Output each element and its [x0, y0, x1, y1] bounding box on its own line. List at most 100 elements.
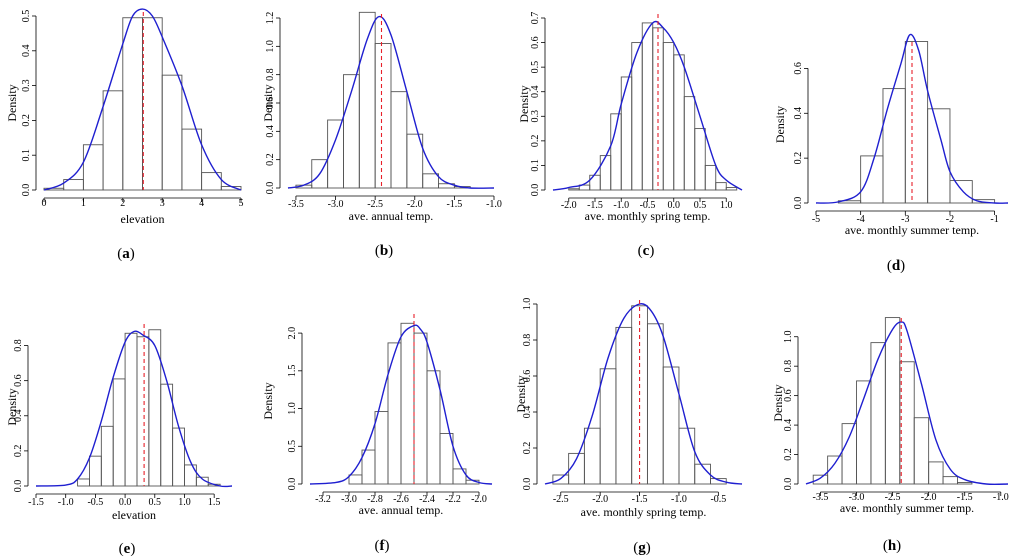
y-tick-label: 0.6 [522, 370, 533, 383]
density-curve [805, 321, 1009, 486]
y-tick-label: 0.8 [13, 339, 24, 352]
x-axis-label: ave. monthly summer temp. [845, 223, 979, 237]
y-axis-label: Density [517, 85, 531, 122]
histogram-bar [122, 17, 143, 191]
x-axis-label: ave. monthly spring temp. [581, 505, 707, 519]
x-tick-label: -3.0 [849, 492, 865, 503]
y-tick-label: 0.2 [530, 135, 541, 148]
density-curve [35, 330, 233, 488]
histogram-bar [181, 128, 203, 191]
panel-caption: (c) [638, 243, 655, 259]
histogram-bar [678, 427, 696, 485]
histogram-bar [949, 180, 973, 204]
x-tick-label: -0.5 [87, 497, 103, 508]
panel-caption: (g) [633, 540, 651, 556]
x-tick-label: -2.0 [921, 492, 937, 503]
histogram-bar [184, 464, 197, 487]
x-tick-label: -1.0 [58, 497, 74, 508]
x-tick-label: -2.0 [407, 199, 423, 210]
x-tick-label: -2.2 [445, 494, 461, 505]
histogram-bar [136, 336, 150, 487]
y-axis-label: Density [261, 382, 275, 419]
histogram-bar [161, 74, 183, 191]
histogram-bar [971, 199, 996, 204]
panel-c: -2.0 -1.5 -1.0 -0.5 0.0 0.5 1.0 0.0 0.1 0.2 0.3 0.4… [517, 12, 743, 259]
histogram-bar [599, 155, 612, 191]
histogram-bar [400, 322, 415, 485]
histogram-bar [615, 326, 633, 485]
histogram-bar [148, 329, 162, 487]
histogram-bar [390, 91, 408, 189]
histogram-bar [694, 128, 706, 191]
x-tick-label: 1.5 [208, 497, 221, 508]
y-tick-label: 0.2 [783, 448, 794, 461]
x-tick-label: -1.0 [671, 494, 687, 505]
x-tick-label: 4 [199, 198, 204, 209]
y-tick-label: 0.5 [530, 61, 541, 74]
y-tick-label: 0.0 [21, 184, 32, 197]
histogram-bar [100, 425, 114, 487]
y-tick-label: 0.6 [265, 97, 276, 110]
histogram-bar [715, 182, 727, 191]
histogram-bar [452, 468, 467, 485]
y-tick-label: 0.5 [287, 440, 298, 453]
y-tick-label: 0.4 [793, 107, 804, 120]
histogram-bar [160, 383, 174, 487]
histogram-bar [568, 188, 580, 191]
x-tick-label: -3 [901, 214, 909, 225]
panel-caption: (d) [887, 258, 905, 274]
panel-caption: (e) [119, 541, 136, 557]
x-tick-label: 1.0 [720, 200, 733, 211]
panel-caption: (h) [883, 538, 901, 554]
histogram-bar [112, 378, 126, 487]
histogram-bar [361, 449, 376, 485]
y-tick-label: 0.3 [21, 79, 32, 92]
x-tick-label: -2.5 [367, 199, 383, 210]
histogram-bar [841, 423, 857, 485]
histogram-bar [870, 342, 886, 485]
x-tick-label: -1.0 [993, 492, 1009, 503]
x-tick-label: -2 [946, 214, 954, 225]
histogram-bar [646, 323, 664, 485]
histogram-bar [426, 370, 441, 485]
x-axis-label: ave. annual temp. [359, 503, 444, 517]
y-tick-label: 0.0 [287, 478, 298, 491]
histogram-bar [172, 427, 185, 487]
x-tick-label: -2.6 [393, 494, 409, 505]
histogram-bar [439, 433, 454, 485]
histogram-bar [124, 332, 138, 487]
x-tick-label: -1.5 [28, 497, 44, 508]
x-tick-label: -2.0 [471, 494, 487, 505]
x-tick-label: -1.5 [957, 492, 973, 503]
x-tick-label: 1.0 [178, 497, 191, 508]
y-tick-label: 0.0 [265, 182, 276, 195]
x-tick-label: -1.0 [486, 199, 502, 210]
y-tick-label: 0.0 [522, 478, 533, 491]
x-axis-label: ave. monthly summer temp. [840, 501, 974, 515]
panel-g: -2.5 -2.0 -1.5 -1.0 -0.5 0.0 0.2 0.4 0.6 0.8 1.0 av… [514, 298, 743, 556]
x-tick-label: -0.5 [710, 494, 726, 505]
x-tick-label: -2.8 [367, 494, 383, 505]
y-tick-label: 0.6 [530, 36, 541, 49]
x-tick-label: -2.0 [561, 200, 577, 211]
density-curve [544, 303, 743, 485]
y-tick-label: 0.4 [530, 85, 541, 98]
y-tick-label: 1.0 [522, 298, 533, 311]
density-curve [309, 324, 493, 485]
panel-caption: (f) [375, 538, 390, 554]
y-tick-label: 0.8 [783, 360, 794, 373]
x-tick-label: -3.0 [328, 199, 344, 210]
y-tick-label: 0.0 [530, 184, 541, 197]
x-tick-label: 2 [120, 198, 125, 209]
x-tick-label: -1.5 [446, 199, 462, 210]
y-tick-label: 0.4 [522, 406, 533, 419]
panel-f: -3.2 -3.0 -2.8 -2.6 -2.4 -2.2 -2.0 0.0 0.5 1.0 1.5… [261, 314, 493, 554]
y-tick-label: 0.4 [21, 45, 32, 58]
histogram-bar [899, 361, 915, 485]
x-tick-label: 3 [160, 198, 165, 209]
panel-a: 0 1 2 3 4 5 0.0 0.1 0.2 0.3 0.4 0.5 elevation Density… [5, 8, 244, 262]
density-curve [552, 20, 743, 191]
y-tick-label: 0.8 [265, 68, 276, 81]
histogram-bar [641, 22, 654, 191]
